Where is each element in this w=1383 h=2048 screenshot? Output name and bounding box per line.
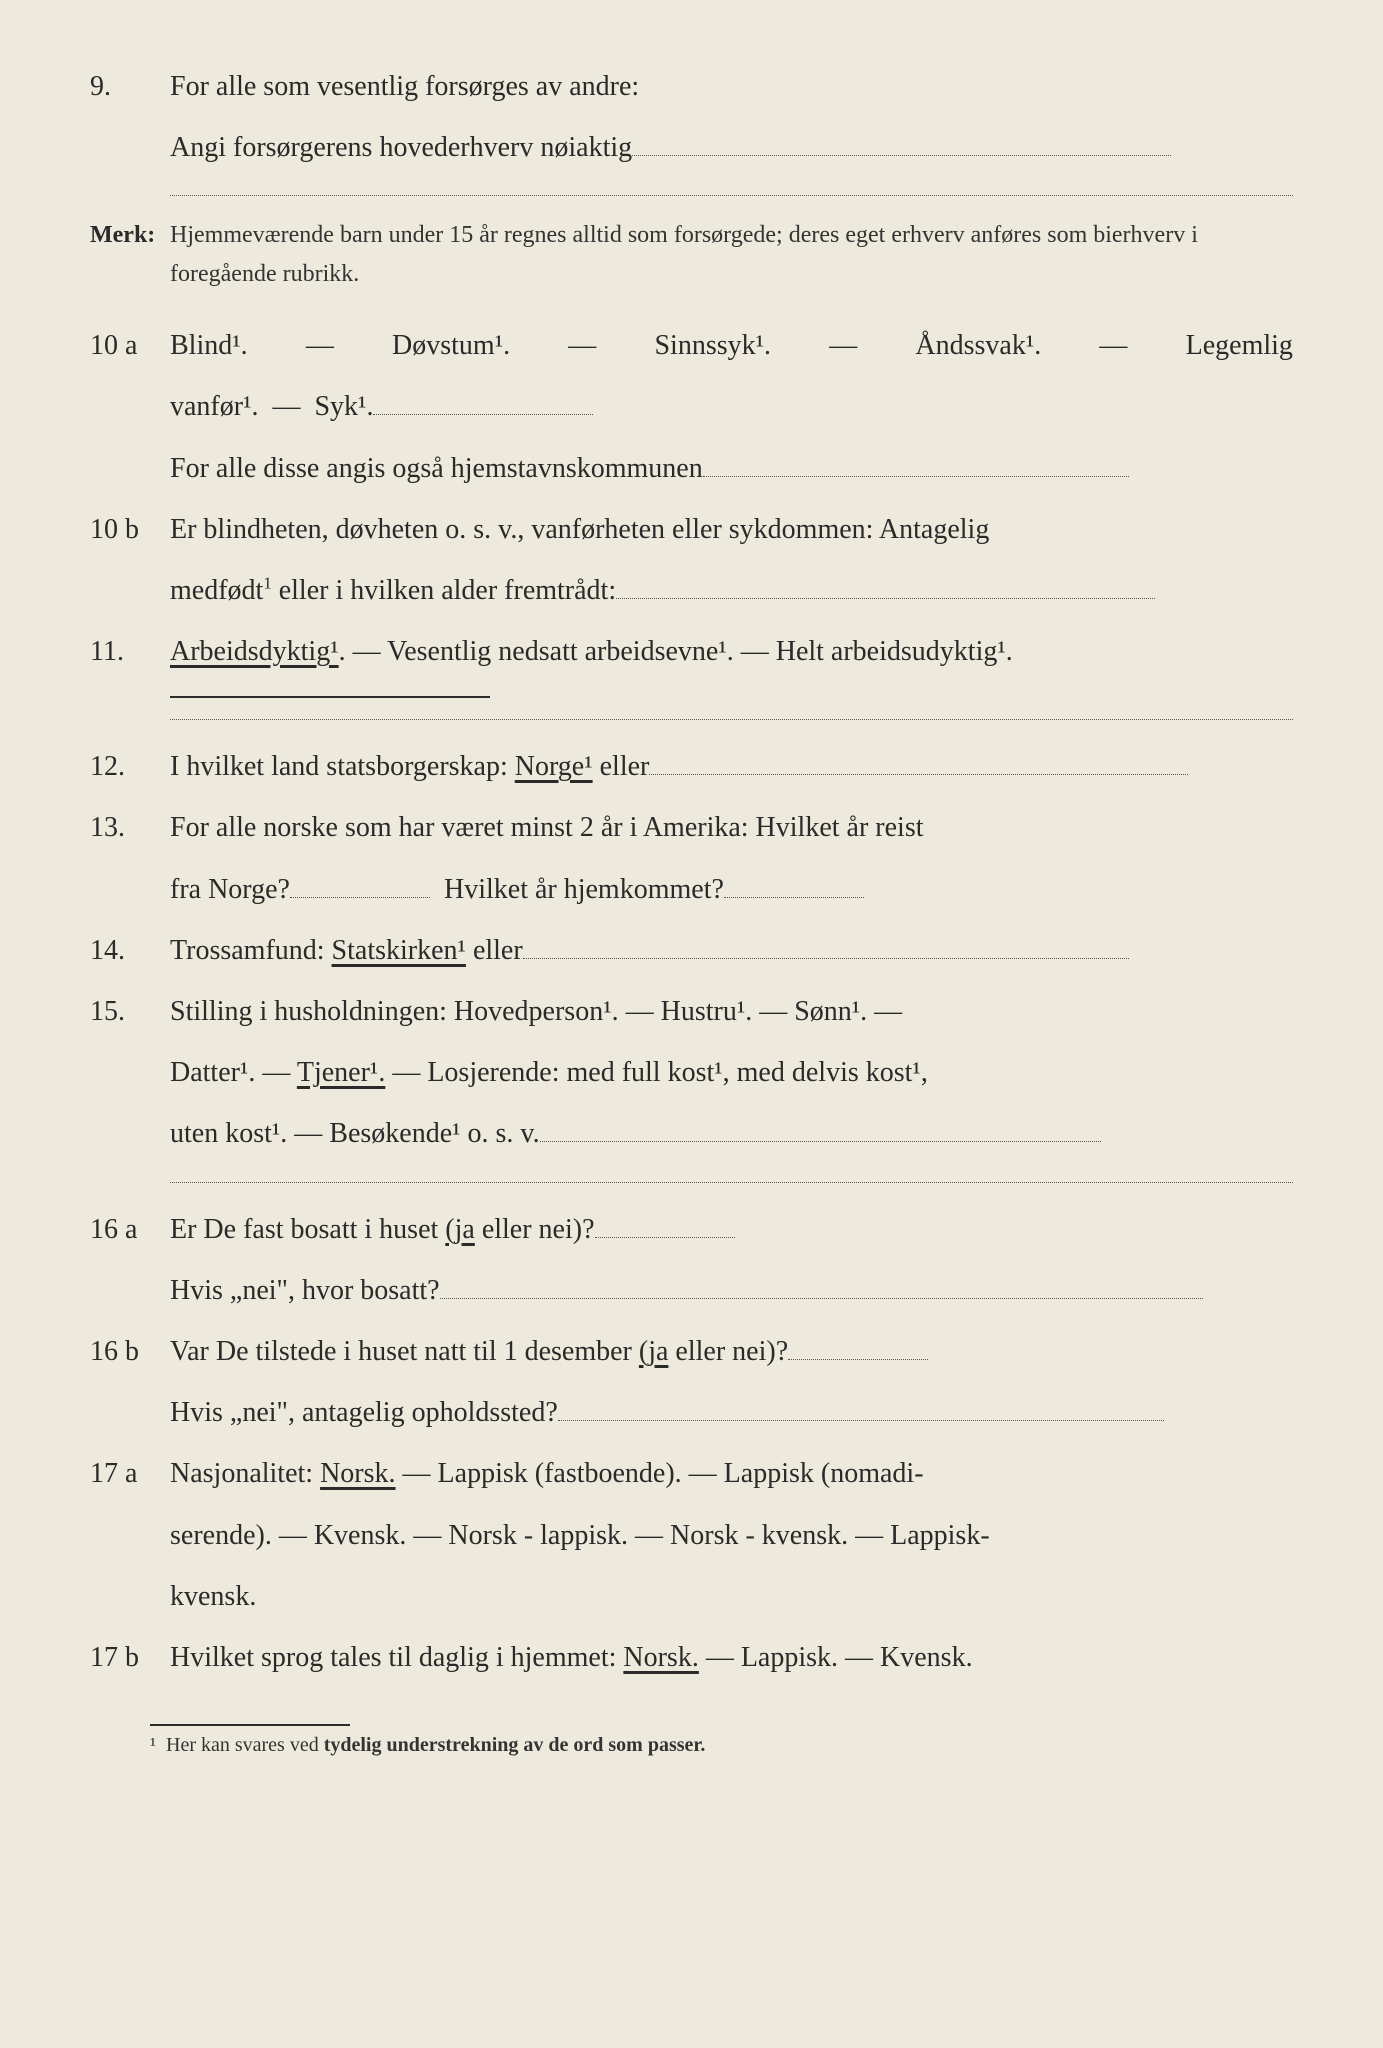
q16b-underlined: (ja <box>639 1336 669 1367</box>
q15-line2: Datter¹. — Tjener¹. — Losjerende: med fu… <box>90 1046 1293 1099</box>
q16a-underlined: (ja <box>445 1214 475 1245</box>
q10a-line2: vanfør¹. — Syk¹. <box>90 380 1293 433</box>
q14: 14. Trossamfund: Statskirken¹ eller <box>90 924 1293 977</box>
q14-underlined: Statskirken¹ <box>332 935 466 966</box>
q10a-line3: For alle disse angis også hjemstavnskomm… <box>90 442 1293 495</box>
q10a-p0: Blind¹. <box>170 319 248 372</box>
q9-text1: For alle som vesentlig forsørges av andr… <box>170 60 1293 113</box>
q11-underlined: Arbeidsdyktig¹ <box>170 636 339 667</box>
q17a-line3: kvensk. <box>90 1570 1293 1623</box>
q10b-text2a: medfødt <box>170 575 263 606</box>
q10a-number: 10 a <box>90 319 170 372</box>
merk-note: Merk: Hjemmeværende barn under 15 år reg… <box>90 216 1293 293</box>
footnote-text: Her kan svares ved <box>166 1734 324 1756</box>
q12-underlined: Norge¹ <box>515 751 593 782</box>
q17b: 17 b Hvilket sprog tales til daglig i hj… <box>90 1631 1293 1684</box>
q13-text2b: Hvilket år hjemkommet? <box>444 874 724 905</box>
q10a-text3: For alle disse angis også hjemstavnskomm… <box>170 453 703 484</box>
q17a-underlined: Norsk. <box>320 1458 395 1489</box>
q14-number: 14. <box>90 924 170 977</box>
footnote: ¹ Her kan svares ved tydelig understrekn… <box>180 1734 1293 1757</box>
q17b-underlined: Norsk. <box>623 1642 698 1673</box>
q14-prefix: Trossamfund: <box>170 935 332 966</box>
q13-line1: 13. For alle norske som har været minst … <box>90 801 1293 854</box>
q11-number: 11. <box>90 625 170 678</box>
q16b-number: 16 b <box>90 1325 170 1378</box>
q15-text2a: Datter¹. — <box>170 1057 297 1088</box>
q10b-text2b: eller i hvilken alder fremtrådt: <box>272 575 616 606</box>
census-form-page: 9. For alle som vesentlig forsørges av a… <box>0 0 1383 2048</box>
q15-text2b: — Losjerende: med full kost¹, med delvis… <box>385 1057 928 1088</box>
q17a-text1b: — Lappisk (fastboende). — Lappisk (nomad… <box>396 1458 924 1489</box>
q16b-line2: Hvis „nei", antagelig opholdssted? <box>90 1386 1293 1439</box>
q10b-text1: Er blindheten, døvheten o. s. v., vanfør… <box>170 503 1293 556</box>
q16b-text2: Hvis „nei", antagelig opholdssted? <box>170 1397 558 1428</box>
q13-line2: fra Norge? Hvilket år hjemkommet? <box>90 863 1293 916</box>
q16a-line1: 16 a Er De fast bosatt i huset (ja eller… <box>90 1203 1293 1256</box>
q17b-text1b: — Lappisk. — Kvensk. <box>699 1642 973 1673</box>
q10b-line2: medfødt1 eller i hvilken alder fremtrådt… <box>90 564 1293 617</box>
footnote-marker: ¹ <box>150 1734 156 1756</box>
short-rule <box>170 696 490 698</box>
q9-number: 9. <box>90 60 170 113</box>
q17a-number: 17 a <box>90 1447 170 1500</box>
q12: 12. I hvilket land statsborgerskap: Norg… <box>90 740 1293 793</box>
q15-number: 15. <box>90 985 170 1038</box>
q12-suffix: eller <box>593 751 650 782</box>
q17b-number: 17 b <box>90 1631 170 1684</box>
footnote-bold: tydelig understrekning av de ord som pas… <box>324 1734 706 1756</box>
q16a-line2: Hvis „nei", hvor bosatt? <box>90 1264 1293 1317</box>
q15-text1: Stilling i husholdningen: Hovedperson¹. … <box>170 985 1293 1038</box>
q9-text2: Angi forsørgerens hovederhverv nøiaktig <box>170 132 632 163</box>
q17b-text1a: Hvilket sprog tales til daglig i hjemmet… <box>170 1642 623 1673</box>
q10a-line1: 10 a Blind¹. — Døvstum¹. — Sinnssyk¹. — … <box>90 319 1293 372</box>
q16a-text1b: eller nei)? <box>475 1214 595 1245</box>
q14-suffix: eller <box>466 935 523 966</box>
q10a-l2p1: Syk¹. <box>314 391 373 422</box>
q11: 11. Arbeidsdyktig¹. — Vesentlig nedsatt … <box>90 625 1293 678</box>
separator <box>170 1181 1293 1183</box>
q10b-number: 10 b <box>90 503 170 556</box>
q15-line3: uten kost¹. — Besøkende¹ o. s. v. <box>90 1107 1293 1160</box>
q9-line1: 9. For alle som vesentlig forsørges av a… <box>90 60 1293 113</box>
q10a-p3: Åndssvak¹. <box>915 319 1041 372</box>
q13-text1: For alle norske som har været minst 2 år… <box>170 801 1293 854</box>
q10a-p4: Legemlig <box>1186 319 1293 372</box>
q17a-line2: serende). — Kvensk. — Norsk - lappisk. —… <box>90 1509 1293 1562</box>
q15-underlined: Tjener¹. <box>297 1057 385 1088</box>
q16a-text2: Hvis „nei", hvor bosatt? <box>170 1275 440 1306</box>
q16a-number: 16 a <box>90 1203 170 1256</box>
footnote-rule <box>150 1724 350 1726</box>
q10a-p1: Døvstum¹. <box>392 319 510 372</box>
merk-label: Merk: <box>90 216 170 254</box>
q17a-line1: 17 a Nasjonalitet: Norsk. — Lappisk (fas… <box>90 1447 1293 1500</box>
separator <box>170 194 1293 196</box>
q16b-text1a: Var De tilstede i huset natt til 1 desem… <box>170 1336 639 1367</box>
q15-text3: uten kost¹. — Besøkende¹ o. s. v. <box>170 1118 540 1149</box>
q12-number: 12. <box>90 740 170 793</box>
q12-prefix: I hvilket land statsborgerskap: <box>170 751 515 782</box>
q16a-text1a: Er De fast bosatt i huset <box>170 1214 445 1245</box>
q10a-p2: Sinnssyk¹. <box>654 319 771 372</box>
q17a-text3: kvensk. <box>170 1570 1293 1623</box>
q10a-l2p0: vanfør¹. <box>170 391 258 422</box>
q17a-text2: serende). — Kvensk. — Norsk - lappisk. —… <box>170 1509 1293 1562</box>
q9-line2: Angi forsørgerens hovederhverv nøiaktig <box>90 121 1293 174</box>
q16b-line1: 16 b Var De tilstede i huset natt til 1 … <box>90 1325 1293 1378</box>
q15-line1: 15. Stilling i husholdningen: Hovedperso… <box>90 985 1293 1038</box>
q10b-line1: 10 b Er blindheten, døvheten o. s. v., v… <box>90 503 1293 556</box>
merk-text: Hjemmeværende barn under 15 år regnes al… <box>170 216 1293 293</box>
q13-number: 13. <box>90 801 170 854</box>
q13-text2a: fra Norge? <box>170 874 290 905</box>
q16b-text1b: eller nei)? <box>668 1336 788 1367</box>
separator <box>170 718 1293 720</box>
q11-rest: . — Vesentlig nedsatt arbeidsevne¹. — He… <box>339 636 1013 667</box>
q17a-text1a: Nasjonalitet: <box>170 1458 320 1489</box>
